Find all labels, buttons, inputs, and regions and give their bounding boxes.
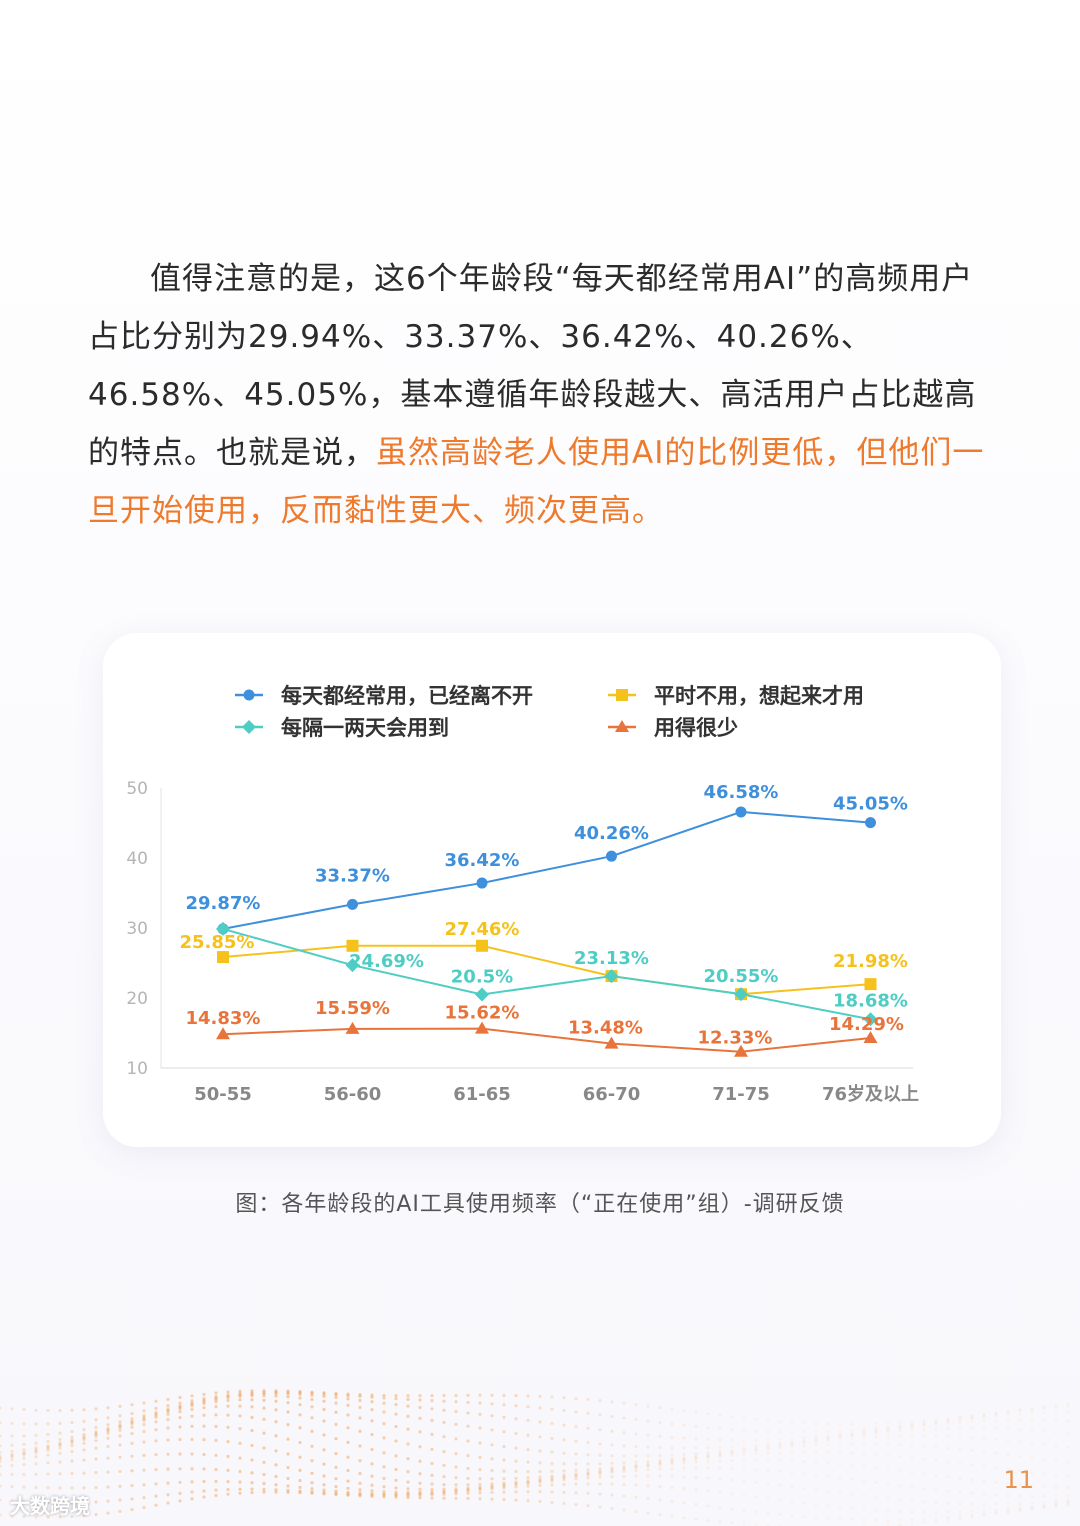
- body-paragraph: 值得注意的是，这6个年龄段“每天都经常用AI”的高频用户占比分别为29.94%、…: [88, 250, 998, 540]
- page-number: 11: [1003, 1466, 1034, 1494]
- data-label: 14.29%: [829, 1014, 904, 1035]
- data-point: [346, 939, 359, 952]
- chart-card: 10 20 30 40 50 50-55 56-60 61-65 66-70 71-75 76岁及以…: [103, 633, 1001, 1147]
- data-point: [476, 877, 488, 889]
- data-point: [735, 806, 747, 818]
- data-point: [345, 958, 360, 973]
- y-tick-label: 30: [126, 919, 148, 939]
- data-point: [216, 921, 230, 936]
- series-line: [222, 1027, 871, 1053]
- data-label: 33.37%: [315, 865, 390, 886]
- figure-caption: 图：各年龄段的AI工具使用频率（“正在使用”组）-调研反馈: [235, 1192, 845, 1217]
- legend-label: 每天都经常用，已经离不开: [281, 684, 533, 708]
- paragraph-highlight: 虽然高龄老人使用AI的比例更低，但他们一旦开始使用，反而黏性更大、频次更高。: [88, 435, 985, 529]
- paragraph-text: 值得注意的是，这6个年龄段“每天都经常用AI”的高频用户占比分别为29.94%、…: [88, 261, 977, 471]
- data-point: [347, 898, 358, 910]
- x-tick-label: 50-55: [194, 1084, 252, 1105]
- y-tick-label: 10: [126, 1059, 148, 1079]
- data-point: [475, 1021, 489, 1034]
- data-label: 15.62%: [445, 1003, 520, 1024]
- data-label: 14.83%: [186, 1008, 261, 1029]
- x-tick-label: 56-60: [324, 1084, 382, 1105]
- series-line: [222, 927, 871, 1021]
- data-point: [604, 1036, 619, 1049]
- data-label: 40.26%: [574, 823, 649, 844]
- data-label: 21.98%: [833, 951, 908, 972]
- data-point: [863, 1030, 878, 1043]
- data-label: 46.58%: [704, 782, 779, 803]
- data-label: 12.33%: [698, 1028, 773, 1049]
- data-label: 27.46%: [445, 919, 520, 940]
- data-label: 13.48%: [568, 1018, 643, 1039]
- legend-marker: [615, 720, 629, 732]
- data-point: [863, 1012, 878, 1027]
- data-label: 25.85%: [180, 932, 255, 953]
- data-point: [216, 1027, 230, 1040]
- x-tick-label: 61-65: [453, 1084, 511, 1105]
- series-line: [222, 810, 871, 930]
- y-tick-label: 40: [126, 849, 148, 869]
- legend-label: 平时不用，想起来才用: [654, 684, 864, 708]
- data-label: 29.87%: [186, 893, 261, 914]
- data-point: [217, 951, 229, 964]
- watermark-logo: 大数跨境: [10, 1494, 90, 1518]
- y-tick-label: 20: [126, 989, 148, 1009]
- data-point: [475, 987, 489, 1002]
- data-point: [734, 1044, 748, 1057]
- data-label: 24.69%: [349, 951, 424, 972]
- decorative-dot-waves: [0, 1389, 1070, 1526]
- data-point: [604, 969, 619, 984]
- data-label: 45.05%: [833, 794, 908, 815]
- data-point: [606, 850, 617, 862]
- data-label: 15.59%: [315, 998, 390, 1019]
- data-point: [864, 978, 877, 991]
- data-point: [865, 817, 876, 829]
- x-tick-label: 66-70: [583, 1084, 641, 1105]
- series-line: [222, 944, 871, 996]
- line-chart: 10 20 30 40 50 50-55 56-60 61-65 66-70 71-75 76岁及以…: [126, 684, 919, 1105]
- data-label: 18.68%: [833, 990, 908, 1011]
- data-label: 20.55%: [704, 966, 779, 987]
- data-point: [345, 1021, 360, 1034]
- data-point: [476, 939, 488, 952]
- legend-label: 用得很少: [654, 716, 738, 740]
- y-tick-label: 50: [126, 779, 148, 799]
- legend-marker: [616, 689, 628, 701]
- legend-marker: [243, 689, 255, 701]
- data-label: 36.42%: [445, 850, 520, 871]
- x-tick-label: 71-75: [712, 1084, 770, 1105]
- legend-label: 每隔一两天会用到: [281, 716, 449, 740]
- data-label: 20.5%: [451, 967, 513, 988]
- x-tick-label: 76岁及以上: [822, 1083, 919, 1105]
- legend-marker: [242, 720, 256, 734]
- data-point: [734, 987, 748, 1002]
- data-label: 23.13%: [574, 948, 649, 969]
